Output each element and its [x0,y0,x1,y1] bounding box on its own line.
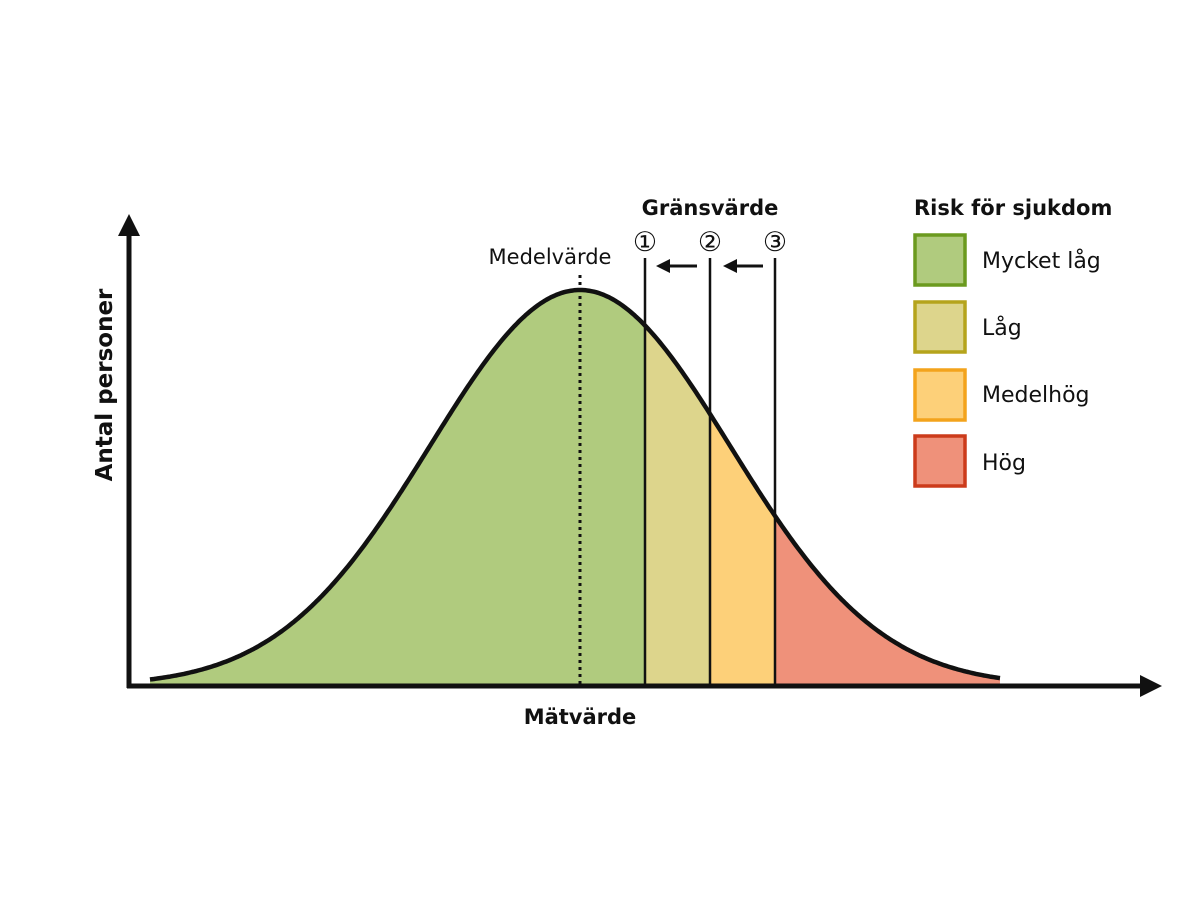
threshold-marker-2: ② [698,227,722,258]
region-low-risk [645,325,710,686]
legend-swatch-high [913,434,967,488]
legend-label-medium-high: Medelhög [982,383,1090,408]
legend-swatch-low [913,300,967,354]
legend-label-low: Låg [982,315,1022,341]
x-axis [127,675,1162,697]
x-axis-label: Mätvärde [524,705,637,729]
threshold-title: Gränsvärde [642,196,779,220]
legend-swatch-very-low [913,233,967,287]
y-axis [118,214,140,688]
region-high-risk [775,515,1000,686]
region-very-low-risk [150,290,645,686]
legend: Risk för sjukdom Mycket låg Låg Medelhög… [913,196,1112,488]
legend-title: Risk för sjukdom [914,196,1112,220]
legend-label-very-low: Mycket låg [982,248,1101,274]
mean-label: Medelvärde [489,245,612,269]
left-arrow-icon [656,259,697,273]
legend-label-high: Hög [982,451,1026,476]
distribution-curve [149,287,1001,682]
threshold-marker-3: ③ [763,227,787,258]
left-arrow-icon [723,259,763,273]
y-axis-label: Antal personer [92,288,118,481]
threshold-marker-1: ① [633,227,657,258]
region-medium-high-risk [710,414,775,686]
legend-swatch-medium-high [913,368,967,422]
